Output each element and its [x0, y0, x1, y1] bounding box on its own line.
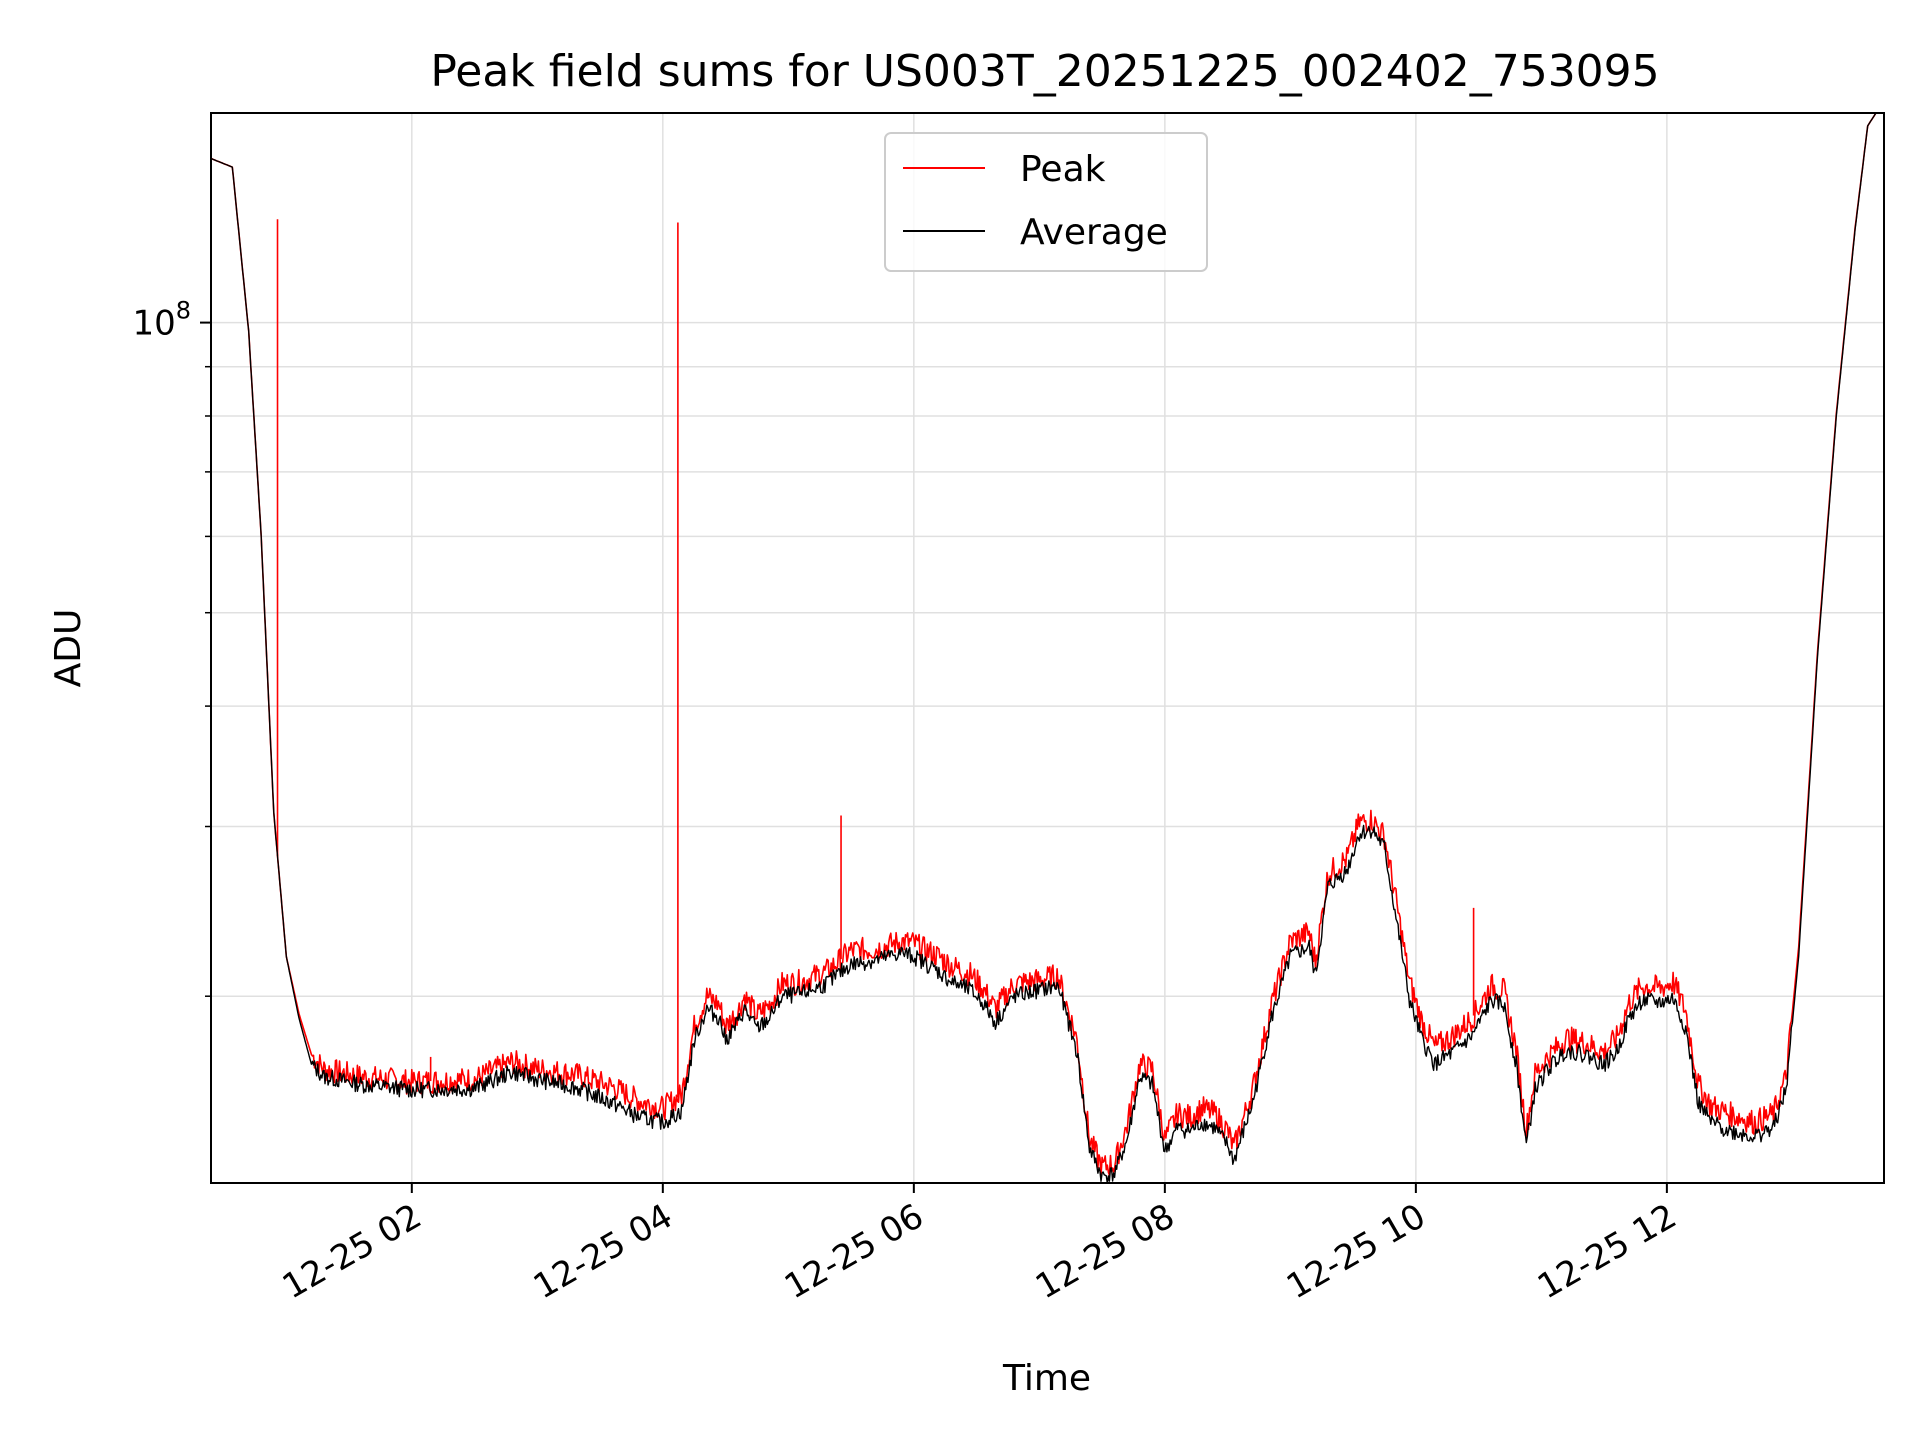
- y-tick-label: 108: [132, 297, 191, 344]
- axes-frame: [210, 112, 1885, 1184]
- y-axis-label: ADU: [48, 609, 89, 688]
- series-line-average: [211, 113, 1877, 1183]
- grid: [211, 113, 1884, 1183]
- legend-label-average: Average: [1020, 212, 1168, 253]
- legend-label-peak: Peak: [1020, 149, 1106, 190]
- chart-title: Peak field sums for US003T_20251225_0024…: [430, 46, 1659, 97]
- legend: Peak Average: [884, 132, 1208, 272]
- series-line-peak: [211, 113, 1877, 1177]
- x-axis-label: Time: [1002, 1358, 1091, 1399]
- y-axis: 108: [132, 297, 211, 997]
- plot-series: [211, 113, 1877, 1183]
